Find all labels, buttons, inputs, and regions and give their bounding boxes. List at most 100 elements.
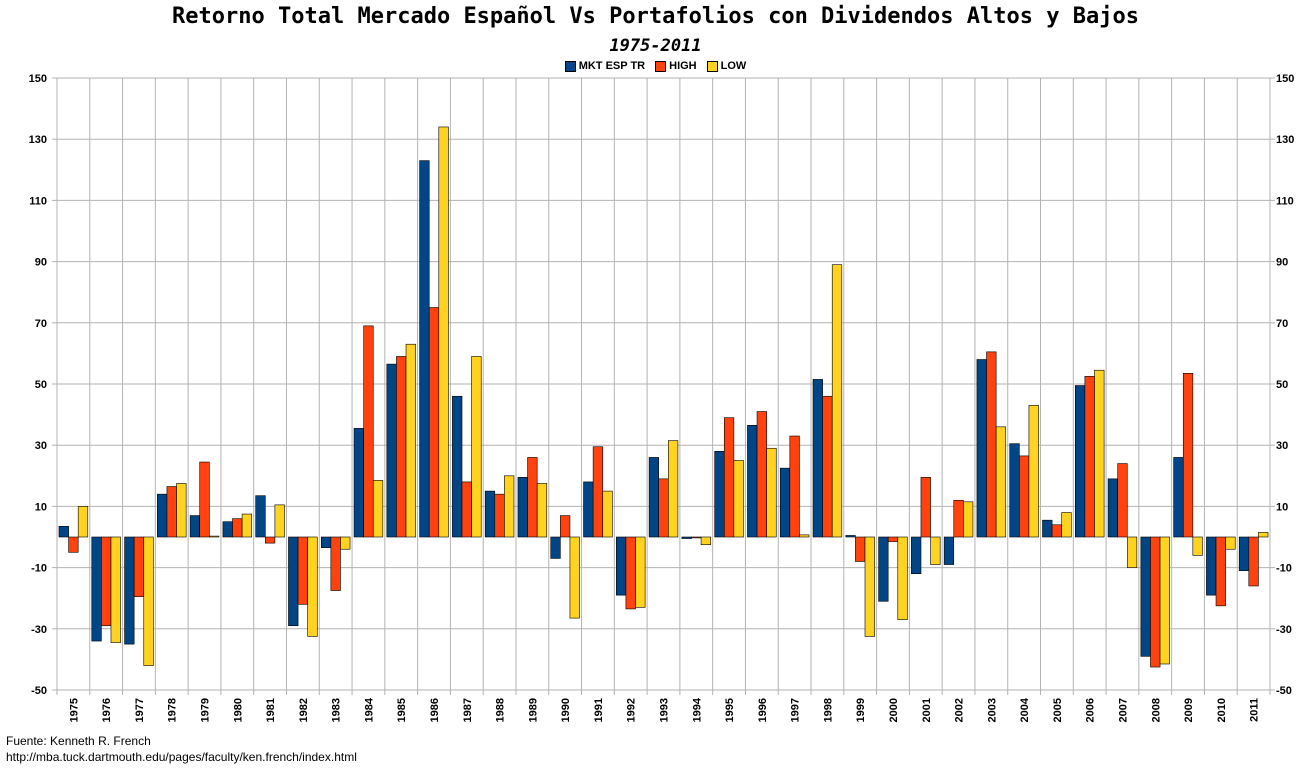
y-tick-label-right: 110	[1276, 195, 1294, 207]
bar-low-1997	[799, 534, 810, 538]
y-tick-label-right: -10	[1276, 563, 1292, 575]
bar-mkt-esp-tr-2002	[943, 536, 955, 565]
bar-high-1996	[756, 411, 767, 538]
bar-high-1999	[855, 536, 866, 562]
y-tick-label-right: 70	[1276, 318, 1288, 330]
y-tick-label-left: 90	[35, 257, 47, 269]
bar-high-2000	[887, 536, 899, 542]
bar-high-1978	[166, 486, 177, 538]
x-tick-label: 2011	[1249, 698, 1261, 722]
bar-low-1982	[307, 536, 318, 637]
bar-high-1983	[330, 536, 341, 591]
y-tick-label-left: -50	[31, 685, 47, 697]
bar-mkt-esp-tr-2011	[1238, 536, 1250, 571]
x-tick-label: 1982	[298, 698, 310, 722]
x-tick-label: 2003	[986, 698, 998, 722]
source-line-2: http://mba.tuck.dartmouth.edu/pages/facu…	[6, 750, 357, 764]
bar-low-1983	[340, 536, 351, 550]
bar-high-1975	[68, 536, 79, 553]
bar-mkt-esp-tr-1976	[91, 536, 102, 642]
y-tick-label-left: -30	[31, 624, 47, 636]
bar-high-2011	[1248, 536, 1259, 587]
bar-mkt-esp-tr-1985	[386, 363, 397, 538]
x-tick-label: 2008	[1150, 698, 1162, 722]
bar-low-2009	[1192, 536, 1203, 556]
bar-mkt-esp-tr-2007	[1107, 478, 1118, 538]
x-tick-label: 2004	[1019, 697, 1031, 722]
bar-mkt-esp-tr-2004	[1009, 443, 1020, 538]
x-tick-label: 1999	[855, 698, 867, 722]
bar-high-2005	[1051, 524, 1063, 538]
bar-high-1979	[199, 461, 210, 538]
x-tick-label: 1990	[560, 698, 572, 722]
bar-high-1976	[101, 536, 112, 627]
x-tick-label: 2002	[954, 698, 966, 722]
bar-mkt-esp-tr-2003	[976, 359, 987, 538]
y-tick-label-left: 50	[35, 379, 47, 391]
bar-high-1989	[527, 457, 538, 538]
bar-mkt-esp-tr-1975	[58, 525, 69, 538]
bar-high-2008	[1150, 536, 1161, 668]
bar-low-2010	[1225, 536, 1236, 550]
bar-mkt-esp-tr-1978	[157, 493, 168, 538]
bar-low-2005	[1061, 512, 1072, 538]
source-note: Fuente: Kenneth R. French http://mba.tuc…	[6, 733, 357, 765]
bar-mkt-esp-tr-1982	[288, 536, 299, 627]
bar-low-1998	[831, 264, 843, 538]
bar-mkt-esp-tr-1998	[812, 379, 823, 538]
bar-low-2000	[897, 536, 908, 620]
bar-low-1995	[733, 460, 744, 538]
x-tick-label: 1986	[429, 698, 441, 722]
x-tick-label: 2006	[1085, 698, 1097, 722]
bar-high-1992	[625, 536, 636, 610]
bar-high-2002	[953, 499, 964, 538]
x-tick-label: 2009	[1183, 698, 1195, 722]
x-tick-label: 1985	[396, 698, 408, 722]
bar-low-1992	[635, 536, 646, 608]
y-tick-label-left: 30	[35, 440, 47, 452]
bar-low-1977	[143, 536, 154, 666]
bar-mkt-esp-tr-1999	[845, 535, 856, 538]
bar-mkt-esp-tr-1996	[747, 425, 758, 538]
x-tick-label: 1988	[495, 698, 507, 722]
x-tick-label: 1984	[363, 697, 375, 722]
x-tick-label: 1978	[167, 698, 179, 722]
bar-mkt-esp-tr-2001	[911, 536, 922, 575]
y-tick-label-left: -10	[31, 563, 47, 575]
bar-mkt-esp-tr-2008	[1140, 536, 1151, 657]
x-tick-label: 1989	[527, 698, 539, 722]
bar-low-2003	[995, 426, 1007, 538]
y-tick-label-right: 150	[1276, 73, 1294, 85]
y-tick-label-right: 10	[1276, 501, 1288, 513]
bar-high-1980	[232, 518, 243, 538]
x-tick-label: 1997	[790, 698, 802, 722]
bar-mkt-esp-tr-1995	[714, 451, 725, 538]
bar-mkt-esp-tr-1987	[452, 395, 463, 538]
bar-high-1984	[363, 325, 374, 538]
bar-mkt-esp-tr-1992	[616, 536, 627, 596]
x-tick-label: 1979	[200, 698, 212, 722]
bar-mkt-esp-tr-1977	[124, 536, 135, 645]
bar-mkt-esp-tr-1990	[550, 536, 561, 559]
bar-low-1978	[176, 483, 187, 538]
bar-high-1981	[264, 536, 276, 544]
legend-swatch-mkt	[564, 60, 576, 72]
bar-mkt-esp-tr-1984	[353, 428, 364, 538]
bar-mkt-esp-tr-1980	[222, 521, 233, 538]
bar-low-1991	[602, 490, 613, 538]
legend-label-low: LOW	[720, 60, 747, 72]
bar-low-2011	[1258, 532, 1269, 538]
x-tick-label: 2005	[1052, 698, 1064, 722]
bar-low-1987	[471, 356, 482, 538]
y-tick-label-right: 50	[1276, 379, 1288, 391]
x-tick-label: 1994	[691, 697, 703, 722]
bar-mkt-esp-tr-2009	[1173, 457, 1184, 538]
bar-high-2006	[1084, 376, 1095, 538]
bar-mkt-esp-tr-1988	[484, 490, 496, 538]
bar-low-1981	[274, 504, 285, 538]
bar-mkt-esp-tr-1983	[320, 536, 332, 549]
bar-low-1985	[405, 343, 416, 538]
chart-subtitle: 1975-2011	[609, 36, 702, 56]
bar-mkt-esp-tr-1986	[419, 160, 430, 538]
